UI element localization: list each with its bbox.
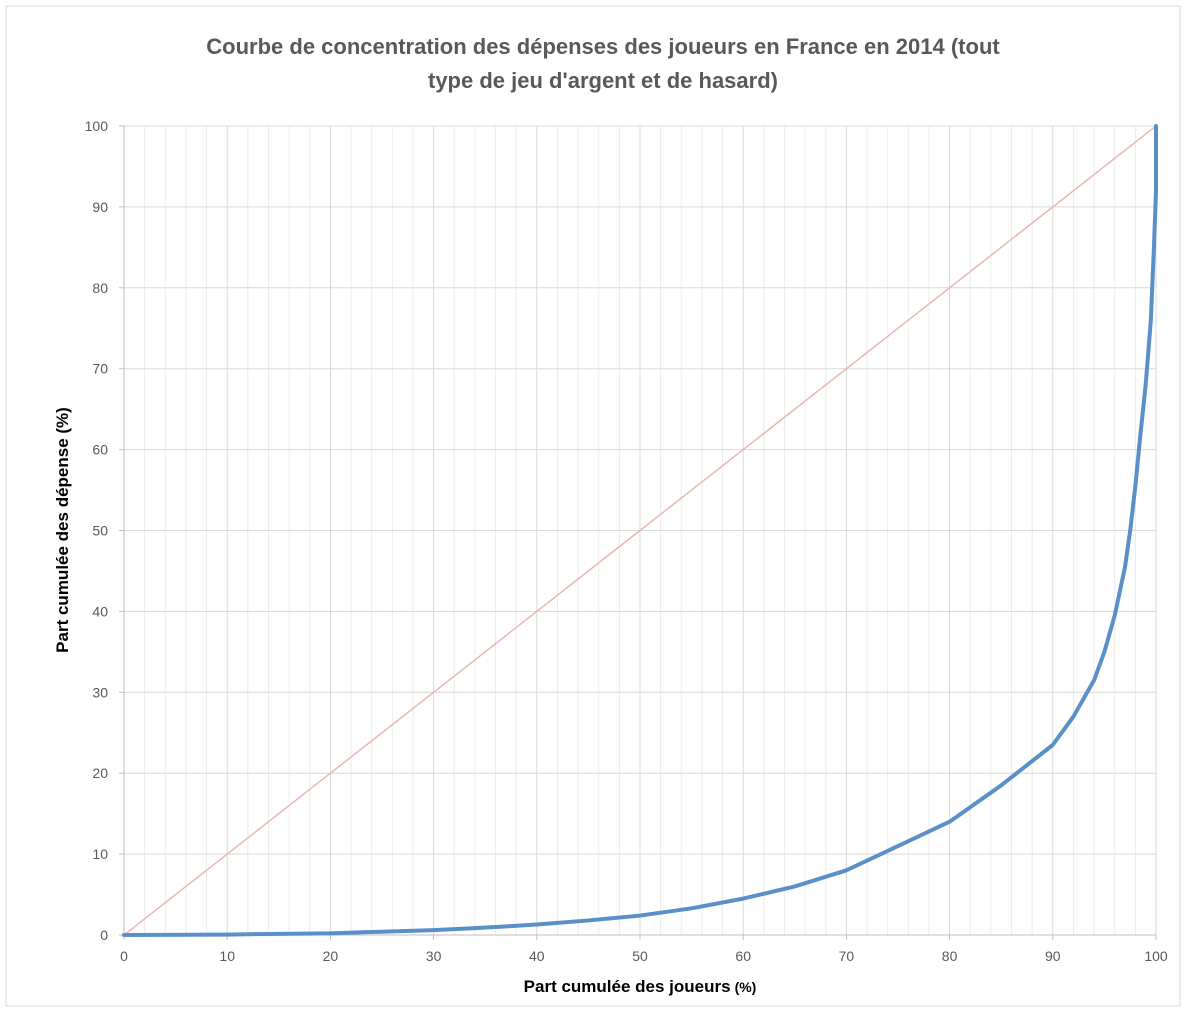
x-axis-label-unit: (%) — [735, 979, 757, 995]
x-tick-label: 30 — [426, 948, 442, 964]
chart-title-line-2: type de jeu d'argent et de hasard) — [428, 68, 778, 93]
y-tick-label: 70 — [92, 361, 108, 377]
y-tick-label: 80 — [92, 280, 108, 296]
x-tick-label: 40 — [529, 948, 545, 964]
x-tick-label: 0 — [120, 948, 128, 964]
x-tick-label: 70 — [839, 948, 855, 964]
x-axis-label: Part cumulée des joueurs (%) — [524, 977, 757, 996]
y-tick-label: 50 — [92, 523, 108, 539]
y-tick-label: 90 — [92, 199, 108, 215]
x-tick-label: 50 — [632, 948, 648, 964]
y-tick-label: 20 — [92, 765, 108, 781]
x-tick-label: 10 — [219, 948, 235, 964]
series-line-equality — [123, 125, 1157, 936]
series-group — [122, 124, 1158, 937]
series-line-concentration — [122, 124, 1158, 937]
x-tick-label: 90 — [1045, 948, 1061, 964]
y-tick-label: 10 — [92, 846, 108, 862]
gridlines — [124, 125, 1157, 935]
x-tick-label: 80 — [942, 948, 958, 964]
y-tick-label: 100 — [85, 118, 109, 134]
y-axis-label: Part cumulée des dépense (%) — [53, 407, 72, 653]
y-tick-label: 30 — [92, 684, 108, 700]
chart-area-border — [5, 5, 1181, 1007]
x-tick-label: 100 — [1144, 948, 1168, 964]
y-tick-label: 60 — [92, 442, 108, 458]
x-axis-label-text: Part cumulée des joueurs — [524, 977, 731, 996]
y-tick-label: 40 — [92, 603, 108, 619]
x-tick-label: 20 — [323, 948, 339, 964]
chart-title-line-1: Courbe de concentration des dépenses des… — [206, 34, 1000, 59]
x-tick-label: 60 — [735, 948, 751, 964]
y-tick-label: 0 — [100, 927, 108, 943]
